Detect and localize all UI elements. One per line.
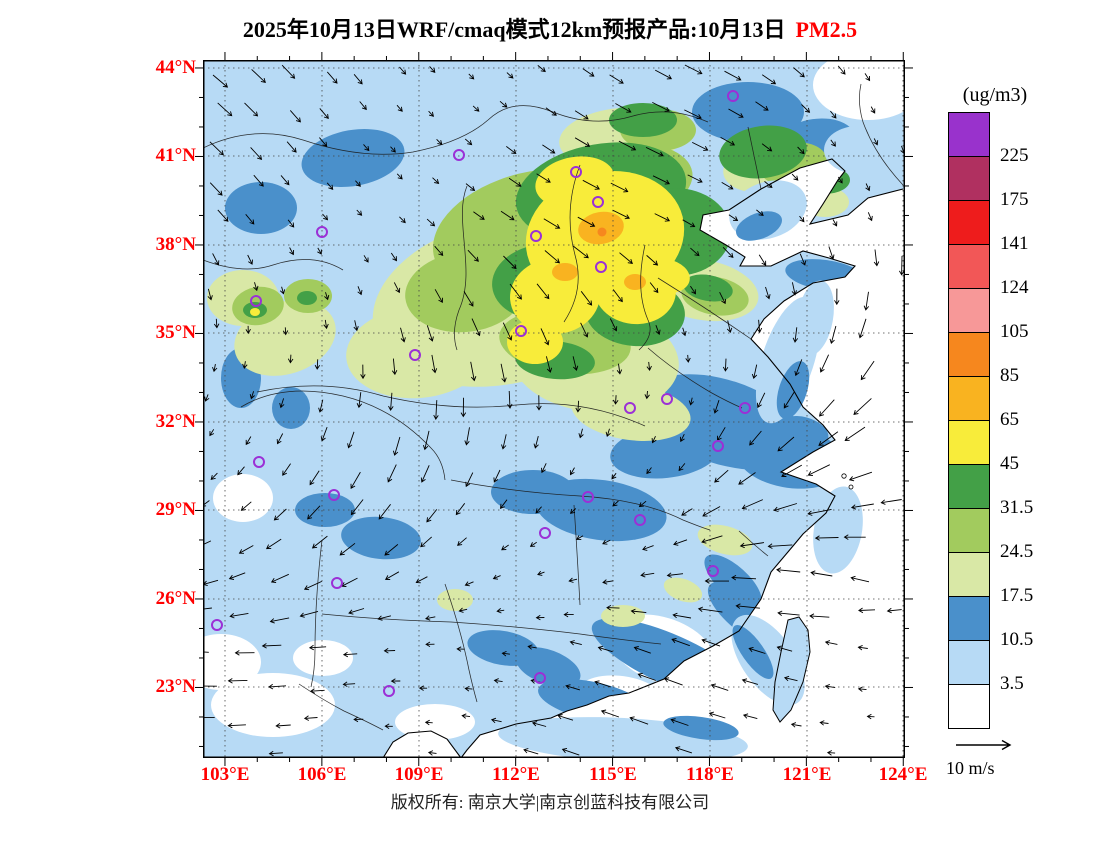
wind-reference-arrow (956, 739, 1012, 751)
legend-value: 24.5 (1000, 541, 1034, 562)
lon-tick-label: 115°E (589, 764, 637, 785)
legend-color-swatch (948, 376, 990, 421)
station-marker (383, 685, 395, 697)
station-marker (712, 440, 724, 452)
province-borders (203, 83, 904, 731)
legend-color-swatch (948, 552, 990, 597)
legend-value: 17.5 (1000, 585, 1034, 606)
legend-color-swatch (948, 508, 990, 553)
legend-value: 175 (1000, 189, 1029, 210)
wind-reference: 10 m/s (938, 738, 1058, 779)
wind-arrows (203, 64, 905, 757)
lon-tick-label: 109°E (394, 764, 444, 785)
coastline (382, 158, 904, 758)
station-marker (570, 166, 582, 178)
legend-color-swatch (948, 684, 990, 729)
legend-color-swatch (948, 112, 990, 157)
station-marker (595, 261, 607, 273)
legend-color-swatch (948, 464, 990, 509)
title-text: 2025年10月13日WRF/cmaq模式12km预报产品:10月13日 (242, 17, 786, 42)
station-marker (530, 230, 542, 242)
station-marker (253, 456, 265, 468)
station-marker (409, 349, 421, 361)
legend-value: 141 (1000, 233, 1029, 254)
station-marker (661, 393, 673, 405)
legend-color-swatch (948, 640, 990, 685)
lon-tick-label: 112°E (492, 764, 540, 785)
lat-tick-label: 35°N (155, 322, 196, 343)
station-marker (515, 325, 527, 337)
legend-color-swatch (948, 244, 990, 289)
legend-value: 31.5 (1000, 497, 1034, 518)
station-marker (331, 577, 343, 589)
station-marker (634, 514, 646, 526)
pm25-fill-layer (203, 60, 905, 758)
wind-reference-label: 10 m/s (946, 758, 995, 778)
copyright-footer: 版权所有: 南京大学|南京创蓝科技有限公司 (390, 793, 710, 812)
map-frame (203, 60, 905, 758)
graticule (203, 60, 905, 758)
legend-value: 3.5 (1000, 673, 1024, 694)
lat-tick-label: 29°N (155, 499, 196, 520)
station-marker (739, 402, 751, 414)
taiwan-island (772, 616, 811, 723)
legend-value: 10.5 (1000, 629, 1034, 650)
station-marker (624, 402, 636, 414)
title-pm25: PM2.5 (795, 17, 858, 42)
lat-tick-label: 26°N (155, 588, 196, 609)
legend-color-swatch (948, 420, 990, 465)
station-marker (453, 149, 465, 161)
legend-value: 85 (1000, 365, 1019, 386)
city-markers (211, 90, 751, 697)
axis-ticks (195, 52, 913, 766)
legend-value: 45 (1000, 453, 1019, 474)
legend-color-swatch (948, 200, 990, 245)
legend-color-swatch (948, 288, 990, 333)
lat-tick-label: 38°N (155, 234, 196, 255)
station-marker (534, 672, 546, 684)
legend-value: 124 (1000, 277, 1029, 298)
legend-value: 225 (1000, 145, 1029, 166)
station-marker (250, 295, 262, 307)
lon-tick-label: 118°E (686, 764, 734, 785)
legend-value: 65 (1000, 409, 1019, 430)
station-marker (328, 489, 340, 501)
legend-unit: (ug/m3) (962, 84, 1028, 106)
legend-value: 105 (1000, 321, 1029, 342)
legend-color-swatch (948, 156, 990, 201)
station-marker (592, 196, 604, 208)
station-marker (211, 619, 223, 631)
station-marker (707, 565, 719, 577)
forecast-map (195, 52, 913, 766)
lat-tick-label: 23°N (155, 676, 196, 697)
station-marker (539, 527, 551, 539)
lon-tick-label: 121°E (782, 764, 832, 785)
page-title: 2025年10月13日WRF/cmaq模式12km预报产品:10月13日 PM2.… (0, 12, 1100, 44)
lat-tick-label: 41°N (155, 145, 196, 166)
lon-tick-label: 106°E (297, 764, 347, 785)
station-marker (582, 491, 594, 503)
legend-color-swatch (948, 596, 990, 641)
lon-tick-label: 124°E (878, 764, 928, 785)
lon-tick-label: 103°E (200, 764, 250, 785)
lat-tick-label: 44°N (155, 57, 196, 78)
lat-tick-label: 32°N (155, 411, 196, 432)
station-marker (316, 226, 328, 238)
colorbar-legend: 225 175 141 124 105 85 65 45 31.5 24.5 17.5 10.5 3.5 (948, 112, 1068, 729)
legend-color-swatch (948, 332, 990, 377)
station-marker (727, 90, 739, 102)
